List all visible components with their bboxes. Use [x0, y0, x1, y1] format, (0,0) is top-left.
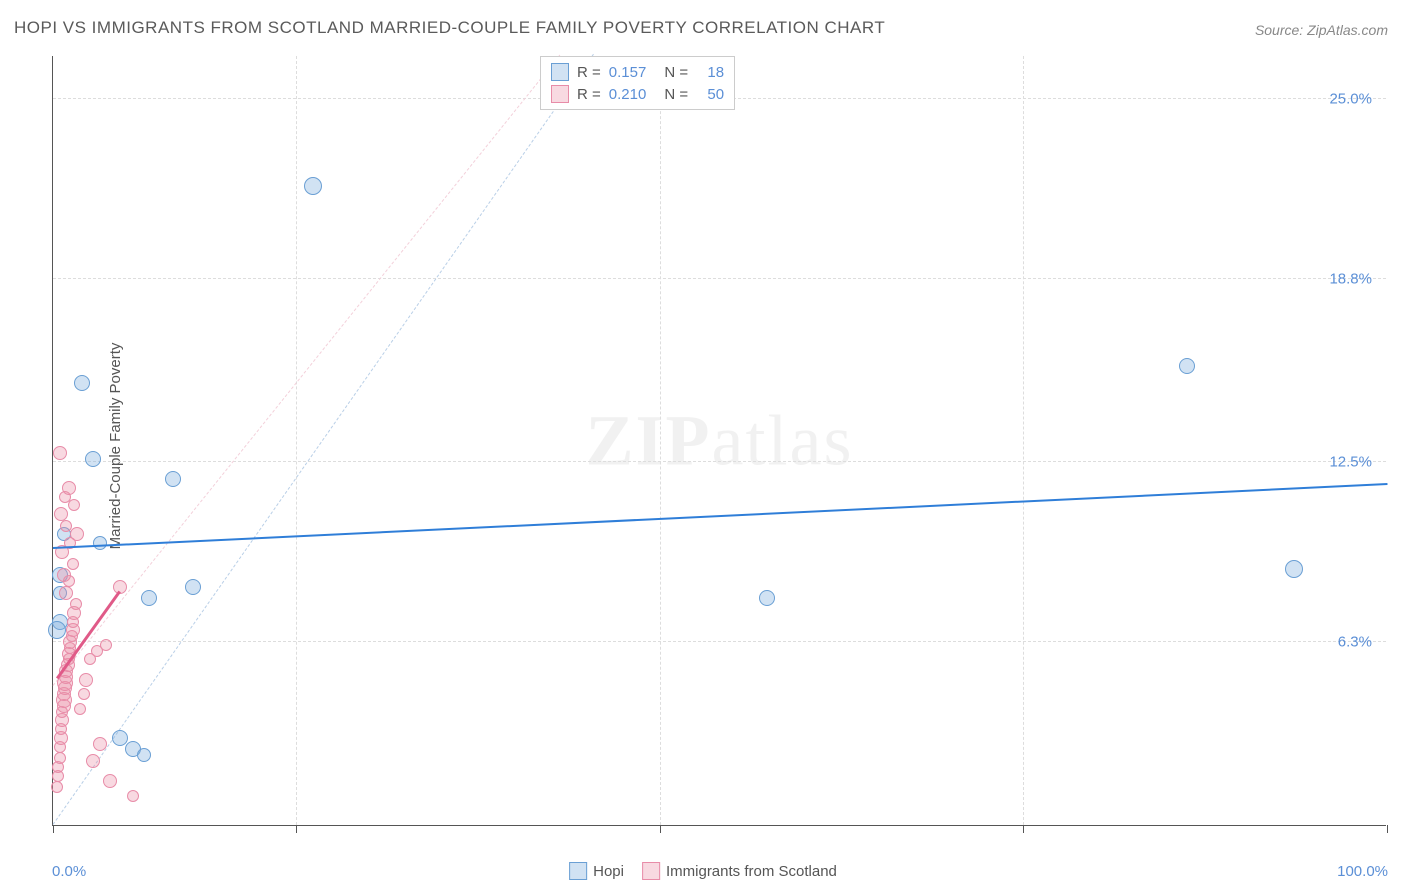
x-tick: [53, 825, 54, 833]
data-point: [62, 481, 76, 495]
legend-n-label: N =: [664, 86, 688, 103]
y-tick-label: 18.8%: [1329, 270, 1372, 287]
legend-row: R = 0.210 N = 50: [551, 83, 724, 105]
data-point: [127, 790, 139, 802]
data-point: [141, 590, 157, 606]
data-point: [51, 781, 63, 793]
legend-swatch: [642, 862, 660, 880]
data-point: [79, 673, 93, 687]
legend-r-value: 0.157: [609, 64, 647, 81]
gridline-horizontal: [53, 641, 1386, 642]
data-point: [185, 579, 201, 595]
data-point: [60, 520, 72, 532]
data-point: [70, 598, 82, 610]
data-point: [48, 621, 66, 639]
trend-extension-dashed: [53, 54, 561, 685]
gridline-horizontal: [53, 461, 1386, 462]
x-tick: [660, 825, 661, 833]
data-point: [1285, 560, 1303, 578]
plot-area: ZIPatlas 6.3% 12.5% 18.8% 25.0%: [52, 56, 1386, 826]
data-point: [59, 586, 73, 600]
data-point: [759, 590, 775, 606]
data-point: [93, 737, 107, 751]
legend-n-value: 50: [696, 86, 724, 103]
legend-n-value: 18: [696, 64, 724, 81]
chart-title: HOPI VS IMMIGRANTS FROM SCOTLAND MARRIED…: [14, 18, 885, 38]
x-tick: [1023, 825, 1024, 833]
series-legend: Hopi Immigrants from Scotland: [569, 862, 837, 880]
data-point: [1179, 358, 1195, 374]
source-attribution: Source: ZipAtlas.com: [1255, 22, 1388, 38]
y-tick-label: 12.5%: [1329, 453, 1372, 470]
data-point: [100, 639, 112, 651]
legend-r-value: 0.210: [609, 86, 647, 103]
x-tick: [296, 825, 297, 833]
data-point: [78, 688, 90, 700]
gridline-vertical: [296, 56, 297, 825]
series-legend-item: Hopi: [569, 862, 624, 880]
legend-r-label: R =: [577, 86, 601, 103]
data-point: [165, 471, 181, 487]
data-point: [74, 375, 90, 391]
gridline-vertical: [1023, 56, 1024, 825]
trend-extension-dashed: [53, 54, 594, 825]
data-point: [304, 177, 322, 195]
data-point: [53, 446, 67, 460]
data-point: [103, 774, 117, 788]
data-point: [137, 748, 151, 762]
trend-line: [53, 483, 1387, 549]
series-label: Hopi: [593, 863, 624, 880]
legend-swatch: [551, 85, 569, 103]
data-point: [85, 451, 101, 467]
x-tick: [1387, 825, 1388, 833]
data-point: [112, 730, 128, 746]
data-point: [93, 536, 107, 550]
data-point: [70, 527, 84, 541]
y-tick-label: 25.0%: [1329, 90, 1372, 107]
y-tick-label: 6.3%: [1338, 633, 1372, 650]
gridline-horizontal: [53, 278, 1386, 279]
correlation-legend: R = 0.157 N = 18 R = 0.210 N = 50: [540, 56, 735, 110]
watermark: ZIPatlas: [586, 399, 854, 482]
series-legend-item: Immigrants from Scotland: [642, 862, 837, 880]
data-point: [86, 754, 100, 768]
series-label: Immigrants from Scotland: [666, 863, 837, 880]
legend-n-label: N =: [664, 64, 688, 81]
x-tick-min: 0.0%: [52, 863, 86, 880]
data-point: [57, 568, 71, 582]
data-point: [67, 558, 79, 570]
data-point: [74, 703, 86, 715]
legend-swatch: [569, 862, 587, 880]
legend-swatch: [551, 63, 569, 81]
x-tick-max: 100.0%: [1337, 863, 1388, 880]
correlation-chart: HOPI VS IMMIGRANTS FROM SCOTLAND MARRIED…: [0, 0, 1406, 892]
data-point: [54, 752, 66, 764]
legend-r-label: R =: [577, 64, 601, 81]
gridline-vertical: [660, 56, 661, 825]
data-point: [68, 499, 80, 511]
data-point: [54, 507, 68, 521]
legend-row: R = 0.157 N = 18: [551, 61, 724, 83]
